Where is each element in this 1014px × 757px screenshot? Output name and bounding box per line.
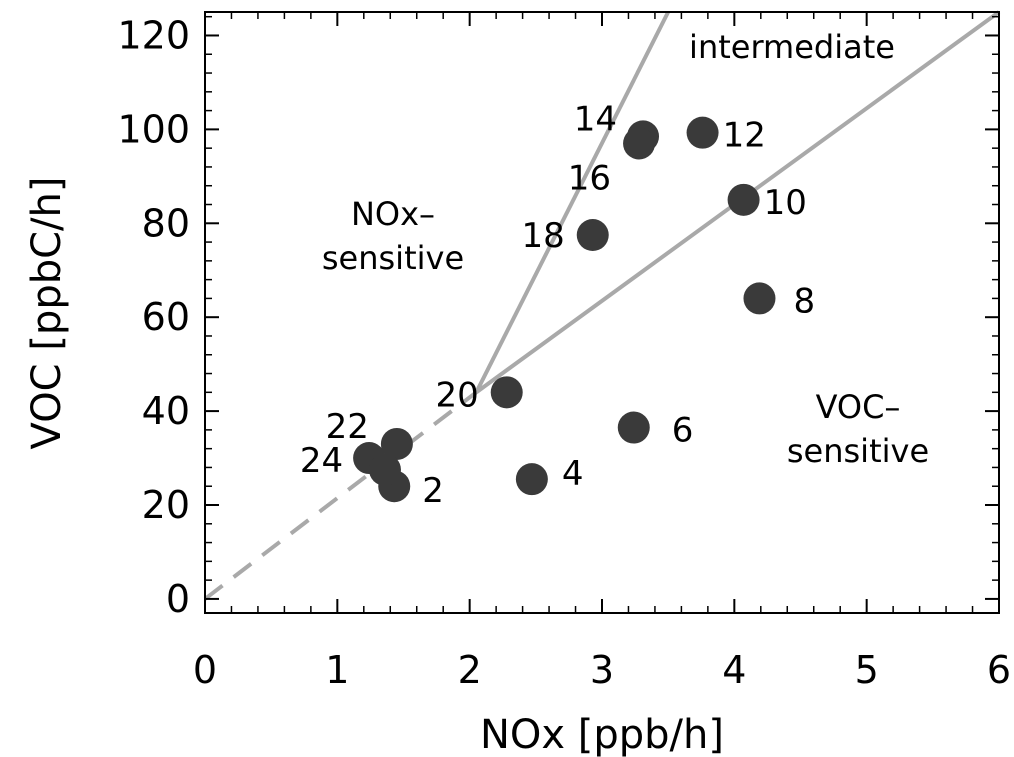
y-tick-label: 100 [117,107,190,151]
point-label-12: 12 [723,116,766,156]
y-tick-label: 20 [142,483,190,527]
point-label-8: 8 [793,281,815,321]
x-tick-label: 2 [458,648,482,692]
y-tick-label: 120 [117,13,190,57]
x-tick-label: 6 [987,648,1011,692]
data-point-22 [380,427,413,460]
x-axis-title: NOx [ppb/h] [480,712,724,757]
boundary-line-1 [474,11,670,394]
region-label-voc-sensitive: VOC– sensitive [787,388,929,470]
region-label-line: NOx– [351,195,435,233]
data-points [353,116,776,503]
data-point-6 [617,411,650,444]
y-tick-label: 80 [142,201,190,245]
point-label-22: 22 [326,407,369,447]
region-label-line: sensitive [787,432,929,470]
point-label-2: 2 [422,471,444,511]
x-tick-label: 4 [722,648,746,692]
data-point-8 [743,282,776,315]
point-label-6: 6 [672,411,694,451]
point-label-4: 4 [562,454,584,494]
region-label-intermediate: intermediate [689,28,895,66]
boundary-line-3 [203,390,478,601]
point-label-24: 24 [300,441,343,481]
point-label-18: 18 [521,216,564,256]
region-label-line: VOC– [816,388,901,426]
region-label-nox-sensitive: NOx– sensitive [322,195,464,277]
y-tick-label: 40 [142,389,190,433]
region-label-line: sensitive [322,239,464,277]
data-point-4 [515,463,548,496]
data-point-20 [490,376,523,409]
point-label-20: 20 [435,375,478,415]
point-label-14: 14 [574,99,617,139]
y-tick-label: 0 [166,577,190,621]
data-point-18 [576,219,609,252]
point-label-16: 16 [568,158,611,198]
data-point-12 [686,116,719,149]
y-tick-label: 60 [142,295,190,339]
x-tick-label: 3 [590,648,614,692]
x-tick-label: 0 [193,648,217,692]
x-tick-label: 1 [325,648,349,692]
region-label-line: intermediate [689,28,895,66]
x-tick-label: 5 [855,648,879,692]
point-label-10: 10 [764,183,807,223]
data-point-10 [727,183,760,216]
region-labels: intermediate NOx– sensitive VOC– sensitive [322,28,929,470]
data-point [368,453,401,486]
y-axis-title: VOC [ppbC/h] [24,177,70,450]
data-point-16 [623,127,656,160]
